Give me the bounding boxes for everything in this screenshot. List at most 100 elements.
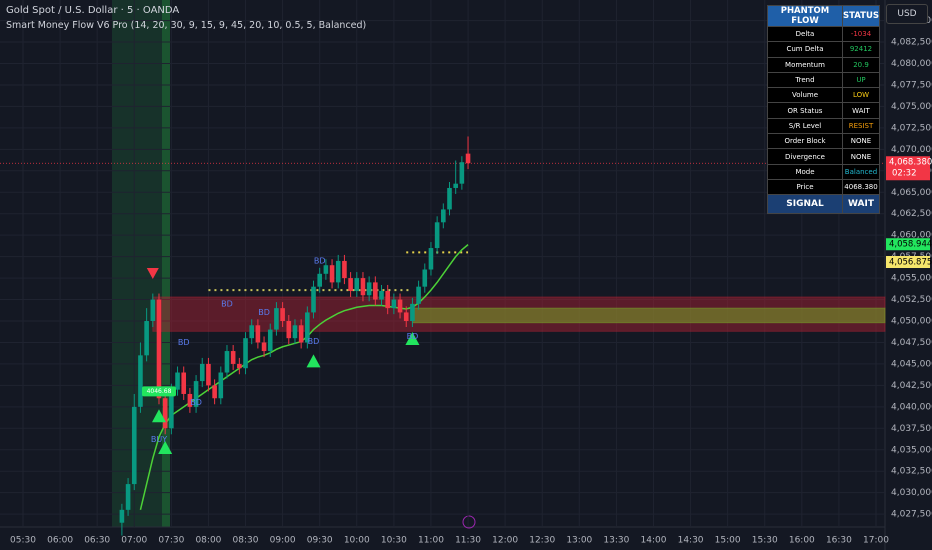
candle-body [342, 260, 347, 279]
table-cell: LOW [841, 87, 881, 104]
price-tag [886, 255, 930, 268]
table-row: OR Status WAIT [767, 102, 881, 119]
candle-body [212, 385, 217, 399]
y-tick-label: 4,082,500 [891, 38, 932, 48]
signal-marker [405, 332, 420, 346]
candle-body [348, 278, 353, 291]
table-cell: STATUS [841, 5, 881, 27]
candle-body [218, 372, 224, 399]
signal-label: BD [178, 338, 190, 347]
y-tick-label: 4,077,500 [891, 80, 932, 90]
candle-body [428, 248, 434, 270]
candle-body [323, 265, 329, 274]
y-tick-label: 4,040,000 [891, 402, 932, 412]
y-tick-label: 4,052,500 [891, 295, 932, 305]
candle-body [317, 273, 322, 287]
candle-body [175, 372, 180, 390]
y-tick-label: 4,042,500 [891, 381, 932, 391]
table-row: Volume LOW [767, 87, 881, 104]
signal-label: BD [221, 299, 233, 308]
candle-body [125, 484, 131, 510]
x-tick-label: 17:00 [863, 536, 889, 546]
x-tick-label: 12:30 [529, 536, 555, 546]
candle-body [187, 393, 193, 407]
signal-label: BD [407, 332, 419, 341]
table-row: Price 4068.380 [767, 178, 881, 196]
x-tick-label: 08:00 [195, 536, 221, 546]
candle-body [410, 303, 415, 322]
candle-body [305, 312, 310, 343]
candle-body [391, 299, 397, 309]
signal-label: BD [308, 337, 320, 346]
table-row: SIGNAL WAIT [767, 194, 881, 215]
y-tick-label: 4,050,000 [891, 317, 932, 327]
candle-body [119, 509, 125, 523]
price-tag-label: 4,056.875 [889, 257, 932, 267]
candle-body [403, 312, 409, 322]
candle-body [373, 282, 378, 300]
x-tick-label: 14:00 [641, 536, 667, 546]
table-row: S/R Level RESIST [767, 117, 881, 135]
session-highlight [162, 0, 170, 527]
table-cell: NONE [841, 133, 881, 150]
signal-label: BD [258, 308, 270, 317]
zone [411, 307, 886, 324]
candle-body [255, 325, 261, 343]
candle-body [193, 381, 199, 407]
table-cell: Volume [767, 87, 843, 104]
candle-body [286, 321, 292, 339]
table-row: Divergence NONE [767, 148, 881, 165]
signal-marker [151, 409, 166, 423]
table-cell: Momentum [767, 56, 843, 73]
status-table: PHANTOM FLOW STATUS Delta -1034 Cum Delta 924… [767, 5, 881, 215]
candle-body [311, 286, 316, 313]
table-row: Trend UP [767, 71, 881, 89]
y-tick-label: 4,070,000 [891, 145, 932, 155]
y-tick-label: 4,035,000 [891, 445, 932, 455]
signal-marker [306, 354, 321, 368]
candle-body [280, 308, 285, 322]
price-tag-label: 4,058.944 [889, 240, 932, 250]
candle-body [335, 260, 341, 283]
y-tick-label: 4,037,500 [891, 424, 932, 434]
candle-body [206, 363, 211, 386]
candle-body [453, 183, 458, 188]
candle-body [138, 355, 143, 407]
table-cell: 4068.380 [841, 178, 881, 196]
y-tick-label: 4,055,000 [891, 274, 932, 284]
candle-body [434, 222, 440, 249]
y-tick-label: 4,047,500 [891, 338, 932, 348]
table-row: Mode Balanced [767, 163, 881, 180]
x-tick-label: 10:30 [381, 536, 407, 546]
table-cell: WAIT [841, 194, 881, 215]
candle-body [292, 325, 298, 339]
signal-label: BD [190, 398, 202, 407]
candle-body [329, 265, 335, 283]
candle-body [397, 299, 403, 313]
signal-marker [146, 267, 159, 279]
candle-body [366, 282, 372, 296]
candle-body [379, 290, 384, 300]
candle-body [267, 329, 273, 352]
x-tick-label: 16:00 [789, 536, 815, 546]
indicator-title: Smart Money Flow V6 Pro (14, 20, 30, 9, … [6, 20, 367, 31]
candle-body [144, 321, 149, 356]
table-row: PHANTOM FLOW STATUS [767, 5, 881, 27]
table-cell: SIGNAL [767, 194, 843, 215]
last-price-label: 4,068.380 [889, 158, 932, 168]
table-cell: Cum Delta [767, 41, 843, 58]
table-cell: NONE [841, 148, 881, 165]
table-cell: 20.9 [841, 56, 881, 73]
table-cell: WAIT [841, 102, 881, 119]
event-icon[interactable] [462, 515, 476, 529]
candle-body [447, 187, 452, 210]
x-tick-label: 14:30 [678, 536, 704, 546]
y-tick-label: 4,027,500 [891, 510, 932, 520]
x-tick-label: 06:00 [47, 536, 73, 546]
table-cell: Mode [767, 163, 843, 180]
currency-button[interactable]: USD [886, 4, 928, 24]
table-cell: RESIST [841, 117, 881, 135]
candle-body [385, 290, 390, 309]
candle-body [169, 389, 174, 429]
